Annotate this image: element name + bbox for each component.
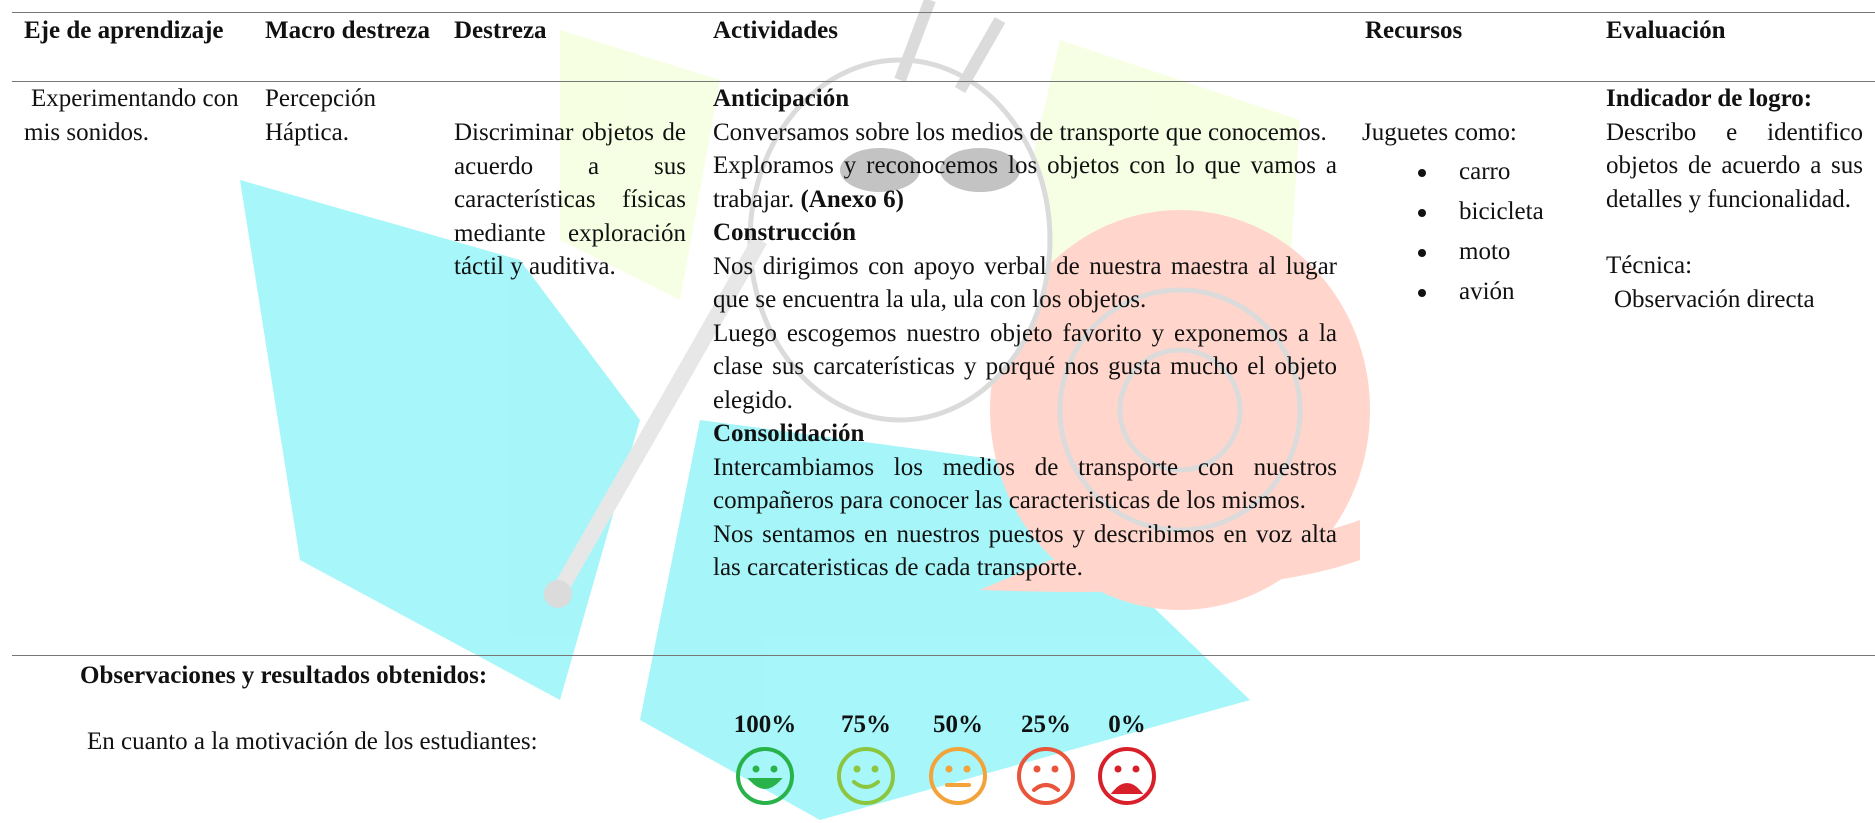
recursos-cell: Juguetes como: carro bicicleta moto avió…	[1362, 116, 1592, 312]
motivation-label: En cuanto a la motivación de los estudia…	[87, 728, 538, 755]
macro-cell: Percepción Háptica.	[265, 85, 377, 146]
technique-label: Técnica:	[1606, 252, 1693, 279]
eje-cell: Experimentando con mis sonidos.	[24, 85, 239, 146]
bottom-rule	[12, 655, 1875, 656]
header-cell: Evaluación	[1606, 17, 1726, 44]
top-rule	[12, 12, 1875, 13]
scale-label: 25%	[1021, 711, 1071, 738]
emoji-face	[929, 747, 987, 805]
annex-ref: (Anexo 6)	[800, 185, 904, 213]
scale-label: 100%	[733, 711, 797, 738]
paragraph: Nos sentamos en nuestros puestos y descr…	[713, 520, 1337, 582]
header-cell: Eje de aprendizaje	[24, 17, 224, 44]
evaluacion-cell: Indicador de logro: Describo e identific…	[1606, 82, 1863, 316]
paragraph: Exploramos y reconocemos los objetos con…	[713, 149, 1337, 216]
scale-label: 50%	[933, 711, 983, 738]
recursos-intro: Juguetes como:	[1362, 119, 1517, 146]
header-rule	[12, 81, 1875, 82]
paragraph: Luego escogemos nuestro objeto favorito …	[713, 319, 1337, 414]
header-cell: Actividades	[713, 17, 838, 44]
scale-label: 75%	[841, 711, 891, 738]
technique-text: Observación directa	[1614, 285, 1815, 313]
paragraph: Nos dirigimos con apoyo verbal de nuestr…	[713, 252, 1337, 314]
section-heading: Consolidación	[713, 420, 865, 447]
recursos-list: carro bicicleta moto avión	[1418, 152, 1592, 312]
header-cell: Macro destreza	[265, 17, 430, 44]
header-cell: Recursos	[1365, 17, 1463, 44]
section-heading: Anticipación	[713, 85, 850, 112]
recurso-item: bicicleta	[1418, 192, 1592, 232]
scale-label: 0%	[1108, 711, 1146, 738]
actividades-cell: Anticipación Conversamos sobre los medio…	[713, 82, 1337, 585]
recurso-item: avión	[1418, 272, 1592, 312]
observations-title: Observaciones y resultados obtenidos:	[80, 662, 488, 689]
indicator-title: Indicador de logro:	[1606, 85, 1813, 112]
paragraph: Intercambiamos los medios de transporte …	[713, 453, 1337, 515]
recurso-item: carro	[1418, 152, 1592, 192]
emoji-face	[1017, 747, 1075, 805]
emoji-face	[837, 747, 895, 805]
header-cell: Destreza	[454, 17, 547, 44]
recurso-item: moto	[1418, 232, 1592, 272]
paragraph: Conversamos sobre los medios de transpor…	[713, 118, 1327, 146]
destreza-cell: Discriminar objetos de acuerdo a sus car…	[454, 119, 686, 280]
paragraph-text: Exploramos y reconocemos los objetos con…	[713, 152, 1337, 213]
emoji-face	[1098, 747, 1156, 805]
indicator-text: Describo e identifico objetos de acuerdo…	[1606, 118, 1863, 213]
section-heading: Construcción	[713, 219, 857, 246]
emoji-face	[736, 747, 794, 805]
